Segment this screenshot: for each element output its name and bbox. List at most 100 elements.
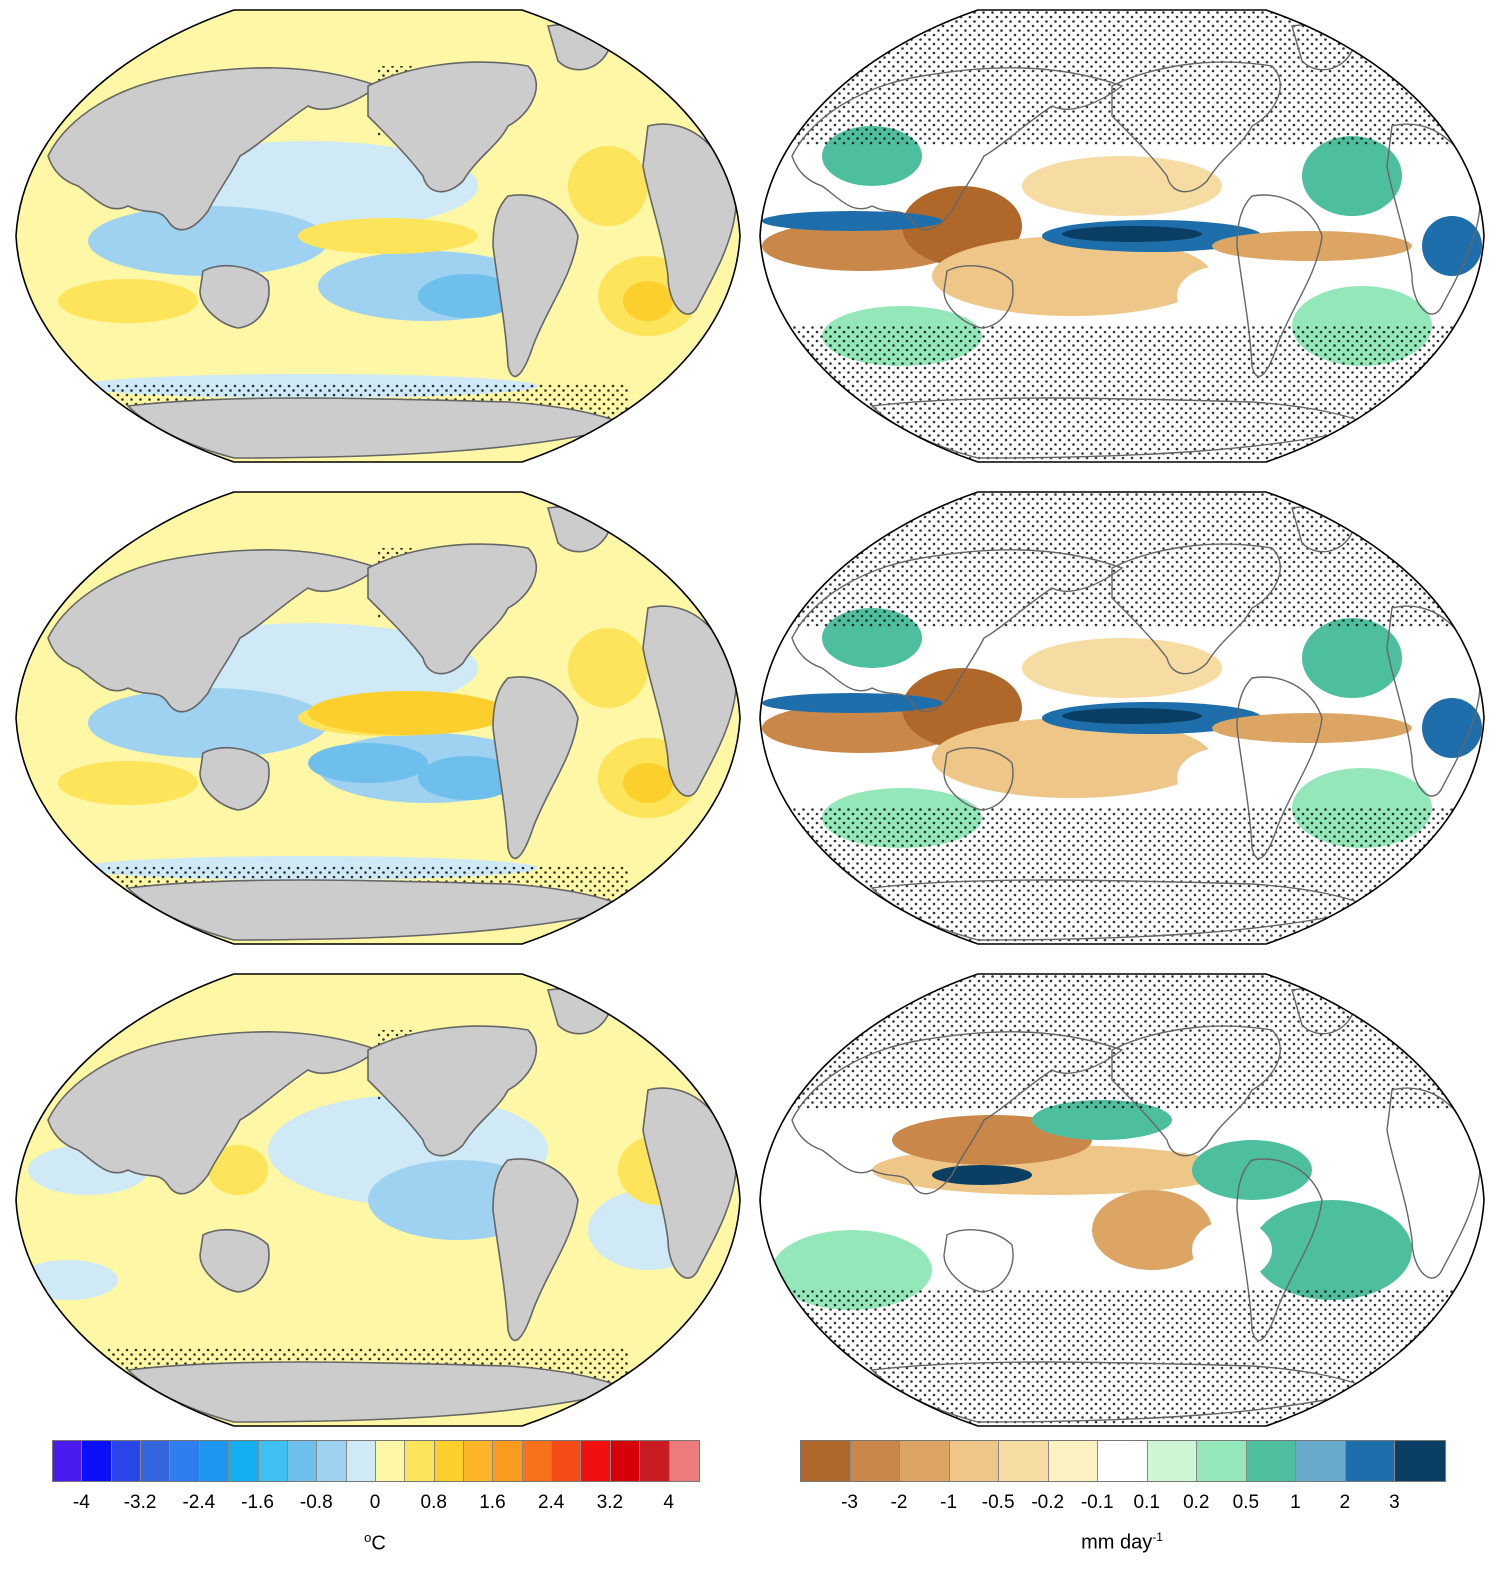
precip-tick-label: 2 (1339, 1492, 1351, 1513)
sst-colorbar-swatch (610, 1441, 641, 1481)
precip-colorbar-swatch (1147, 1441, 1198, 1481)
precip-map-1 (752, 6, 1492, 466)
map-continent (1236, 676, 1323, 860)
map-anomaly-region (762, 693, 942, 713)
map-stippling (760, 808, 1484, 944)
map-continent (492, 194, 579, 378)
map-border (15, 973, 741, 1427)
sst-colorbar-swatch (375, 1441, 406, 1481)
sst-colorbar-swatch (464, 1441, 494, 1481)
map-anomaly-region (932, 1165, 1032, 1185)
map-continent (791, 67, 1124, 231)
sst-tick-label: -0.8 (299, 1492, 333, 1513)
map-continent (492, 676, 579, 860)
sst-colorbar-swatch (640, 1441, 670, 1481)
map-anomaly-region (1212, 713, 1412, 743)
map-continent (1111, 543, 1281, 675)
precip-unit-label: mm day-1 (1081, 1530, 1163, 1554)
map-anomaly-region (623, 763, 673, 803)
map-continent (1236, 1158, 1323, 1342)
precip-colorbar-swatch (1345, 1441, 1396, 1481)
precip-colorbar-swatch (1246, 1441, 1297, 1481)
sst-tick-label: 0.8 (420, 1492, 447, 1513)
map-anomaly-region (1062, 226, 1202, 242)
precip-colorbar-swatch (801, 1441, 851, 1481)
map-stippling (760, 974, 1484, 1110)
sst-tick-label: -1.6 (241, 1492, 274, 1513)
map-anomaly-region (1302, 136, 1402, 216)
map-continent (367, 1025, 538, 1157)
map-border (759, 9, 1485, 463)
map-continent (943, 1229, 1014, 1293)
precip-tick-label: -0.2 (1031, 1492, 1065, 1513)
sst-colorbar-swatch (434, 1441, 465, 1481)
precip-colorbar-swatch (1048, 1441, 1099, 1481)
precip-tick-label: 3 (1389, 1492, 1400, 1513)
sst-colorbar (52, 1440, 700, 1482)
map-anomaly-region (1062, 708, 1202, 724)
map-anomaly-region (1092, 1190, 1212, 1270)
sst-tick-label: 4 (663, 1492, 674, 1513)
map-anomaly-region (298, 218, 478, 254)
sst-colorbar-swatch (229, 1441, 259, 1481)
sst-tick-label: -3.2 (123, 1492, 157, 1513)
sst-colorbar-swatch (170, 1441, 200, 1481)
sst-tick-label: 3.2 (596, 1492, 624, 1513)
precip-colorbar-swatch (1098, 1441, 1148, 1481)
map-anomaly-region (623, 281, 673, 321)
map-anomaly-region (1022, 638, 1222, 698)
precip-colorbar-swatch (949, 1441, 1000, 1481)
map-continent (1111, 61, 1281, 193)
sst-colorbar-swatch (493, 1441, 523, 1481)
sst-map-2 (8, 488, 748, 948)
map-anomaly-region (1177, 748, 1267, 808)
map-border (759, 491, 1485, 945)
map-anomaly-region (418, 756, 518, 800)
map-anomaly-region (58, 761, 198, 805)
sst-tick-label: -4 (72, 1492, 90, 1513)
map-anomaly-region (1252, 1200, 1412, 1300)
map-stippling (760, 326, 1484, 462)
sst-colorbar-swatch (111, 1441, 142, 1481)
sst-colorbar-swatch (317, 1441, 347, 1481)
precip-colorbar-swatch (1296, 1441, 1346, 1481)
map-anomaly-region (1422, 698, 1482, 758)
precip-map-2 (752, 488, 1492, 948)
precip-tick-label: 0.2 (1183, 1492, 1210, 1513)
map-anomaly-region (88, 688, 328, 758)
sst-colorbar-swatch (552, 1441, 582, 1481)
map-continent (47, 549, 380, 713)
map-border (15, 9, 741, 463)
map-anomaly-region (568, 628, 648, 708)
precip-colorbar (800, 1440, 1446, 1482)
map-anomaly-region (1177, 266, 1267, 326)
precip-tick-label: 1 (1290, 1492, 1301, 1513)
sst-tick-label: 0 (369, 1492, 381, 1513)
map-stippling (760, 1290, 1484, 1426)
sst-map-3 (8, 970, 748, 1430)
map-continent (943, 747, 1014, 811)
map-continent (791, 549, 1124, 713)
map-anomaly-region (308, 743, 428, 783)
map-anomaly-region (88, 206, 328, 276)
sst-colorbar-swatch (669, 1441, 699, 1481)
precip-map-3 (752, 970, 1492, 1430)
map-anomaly-region (208, 1145, 268, 1195)
map-continent (199, 1229, 270, 1293)
map-continent (1111, 1025, 1281, 1157)
sst-colorbar-swatch (346, 1441, 376, 1481)
sst-colorbar-swatch (141, 1441, 171, 1481)
sst-colorbar-swatch (258, 1441, 288, 1481)
sst-colorbar-swatch (405, 1441, 435, 1481)
map-continent (199, 747, 270, 811)
sst-map-1 (8, 6, 748, 466)
sst-tick-label: 2.4 (537, 1492, 565, 1513)
sst-colorbar-swatch (287, 1441, 318, 1481)
map-continent (492, 1158, 579, 1342)
precip-colorbar-swatch (1197, 1441, 1247, 1481)
map-anomaly-region (1212, 231, 1412, 261)
map-continent (367, 543, 538, 675)
precip-colorbar-swatch (900, 1441, 950, 1481)
precip-tick-label: -0.5 (981, 1492, 1015, 1513)
map-continent (47, 67, 380, 231)
